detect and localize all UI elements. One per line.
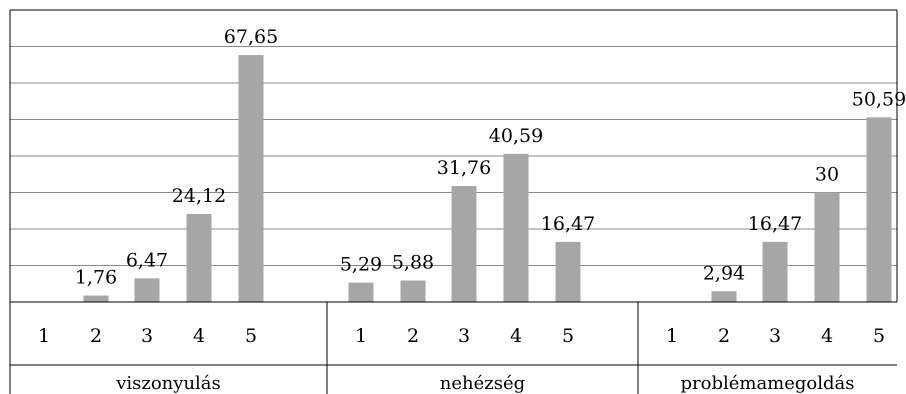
value-labels: 1,76 6,47 24,12 67,65 5,29 5,88 31,76 40,59 16,4… <box>75 26 906 288</box>
gridlines <box>9 9 898 394</box>
bar <box>451 186 477 302</box>
data-label: 1,76 <box>75 267 117 289</box>
category-axis-table: 1 2 3 4 5 viszonyulás 1 2 3 4 5 nehézség 1 2 3 4 5 problé… <box>10 301 897 394</box>
x-tick-label: 5 <box>562 325 574 347</box>
data-label: 16,47 <box>541 213 595 235</box>
data-label: 5,88 <box>392 252 434 274</box>
x-tick-label: 3 <box>769 325 781 347</box>
data-label: 67,65 <box>224 26 278 48</box>
x-tick-label: 5 <box>873 325 885 347</box>
group-label: problémamegoldás <box>680 373 854 394</box>
bar <box>555 241 581 302</box>
data-label: 2,94 <box>703 262 745 284</box>
x-tick-label: 4 <box>193 325 205 347</box>
bar <box>186 213 212 302</box>
data-label: 5,29 <box>340 254 382 276</box>
x-tick-label: 4 <box>510 325 522 347</box>
data-label: 6,47 <box>126 249 168 271</box>
bar <box>866 117 892 302</box>
x-tick-label: 4 <box>821 325 833 347</box>
bar <box>238 55 264 302</box>
bar <box>400 280 426 302</box>
bar <box>711 291 737 302</box>
bar <box>83 295 109 302</box>
x-tick-label: 2 <box>407 325 419 347</box>
data-label: 50,59 <box>852 88 906 110</box>
x-tick-label: 1 <box>38 325 50 347</box>
x-tick-label: 5 <box>245 325 257 347</box>
data-label: 24,12 <box>172 185 226 207</box>
x-tick-label: 1 <box>355 325 367 347</box>
bar <box>134 278 160 302</box>
bar <box>762 241 788 302</box>
group-label: nehézség <box>440 373 525 394</box>
bar <box>348 282 374 302</box>
x-tick-label: 1 <box>666 325 678 347</box>
x-tick-label: 3 <box>141 325 153 347</box>
bars <box>83 55 892 302</box>
bar <box>503 153 529 302</box>
data-label: 30 <box>815 164 839 186</box>
x-tick-label: 2 <box>718 325 730 347</box>
data-label: 16,47 <box>748 213 802 235</box>
x-tick-label: 3 <box>458 325 470 347</box>
bar <box>814 192 840 302</box>
data-label: 31,76 <box>437 157 491 179</box>
x-tick-label: 2 <box>90 325 102 347</box>
group-label: viszonyulás <box>115 373 221 394</box>
data-label: 40,59 <box>489 125 543 147</box>
